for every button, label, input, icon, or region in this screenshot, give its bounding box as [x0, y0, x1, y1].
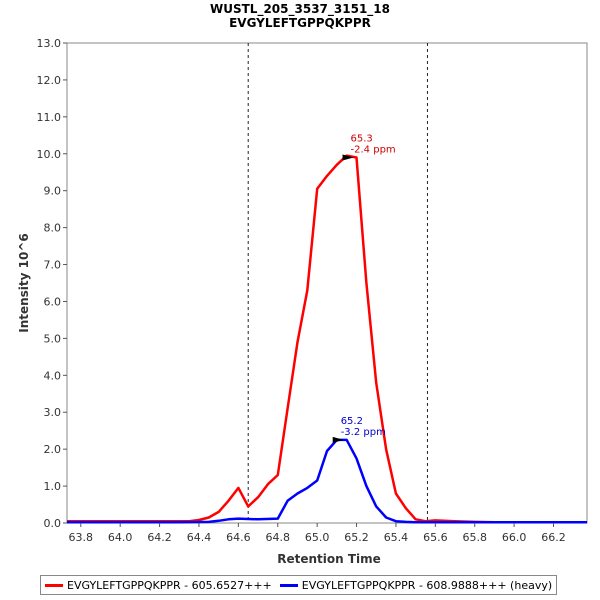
chart-title: WUSTL_205_3537_3151_18: [210, 2, 390, 17]
apex-marker: [342, 154, 354, 161]
y-tick-label: 7.0: [44, 259, 62, 272]
x-tick-label: 65.0: [305, 531, 330, 544]
y-tick-label: 13.0: [37, 37, 62, 50]
legend-swatch-light: [45, 583, 63, 587]
y-tick-label: 12.0: [37, 74, 62, 87]
apex-retention-time: 65.3: [351, 133, 373, 144]
series-layer: [67, 154, 587, 524]
plot-frame: [66, 42, 588, 524]
x-axis-title: Retention Time: [277, 552, 381, 566]
series-line-light: [67, 154, 587, 524]
annotation-layer: 65.3-2.4 ppm 65.2-3.2 ppm: [332, 133, 396, 443]
x-axis: 63.8 64.0 64.2 64.4 64.6 64.8 65.0 65.2 65.4 65.6…: [69, 523, 566, 544]
chromatogram-chart: WUSTL_205_3537_3151_18 EVGYLEFTGPPQKPPR …: [17, 2, 588, 566]
legend-label-heavy: EVGYLEFTGPPQKPPR - 608.9888+++ (heavy): [301, 578, 553, 592]
peak-boundaries: [247, 43, 428, 523]
y-tick-label: 4.0: [44, 369, 62, 382]
x-tick-label: 64.0: [108, 531, 133, 544]
y-axis: 0.0 1.0 2.0 3.0 4.0 5.0 6.0 7.0 8.0 9.0 10.0 11.0 12…: [37, 37, 67, 530]
x-tick-label: 64.4: [187, 531, 212, 544]
series-line-heavy: [67, 438, 587, 524]
x-tick-label: 63.8: [69, 531, 94, 544]
apex-retention-time: 65.2: [341, 416, 363, 427]
apex-marker: [332, 436, 344, 443]
y-tick-label: 3.0: [44, 406, 62, 419]
x-tick-label: 64.8: [266, 531, 291, 544]
legend: EVGYLEFTGPPQKPPR - 605.6527+++ EVGYLEFTG…: [40, 575, 557, 595]
x-tick-label: 65.6: [423, 531, 448, 544]
x-tick-label: 65.2: [344, 531, 369, 544]
legend-swatch-heavy: [279, 583, 298, 587]
y-tick-label: 1.0: [44, 480, 62, 493]
x-tick-label: 64.6: [226, 531, 251, 544]
y-tick-label: 2.0: [44, 443, 62, 456]
x-tick-label: 65.8: [462, 531, 487, 544]
legend-label-light: EVGYLEFTGPPQKPPR - 605.6527+++: [67, 578, 272, 592]
x-tick-label: 64.2: [147, 531, 172, 544]
legend-item-heavy: EVGYLEFTGPPQKPPR - 608.9888+++ (heavy): [279, 578, 553, 592]
y-axis-title: Intensity 10^6: [17, 233, 31, 333]
y-tick-label: 9.0: [44, 185, 62, 198]
y-tick-label: 6.0: [44, 295, 62, 308]
x-tick-label: 65.4: [384, 531, 409, 544]
apex-mass-error: -2.4 ppm: [351, 144, 396, 155]
y-tick-label: 8.0: [44, 222, 62, 235]
legend-item-light: EVGYLEFTGPPQKPPR - 605.6527+++: [45, 579, 272, 592]
chart-subtitle: EVGYLEFTGPPQKPPR: [229, 16, 371, 30]
y-tick-label: 0.0: [44, 517, 62, 530]
y-tick-label: 11.0: [37, 111, 62, 124]
x-tick-label: 66.0: [502, 531, 527, 544]
x-tick-label: 66.2: [541, 531, 566, 544]
y-tick-label: 5.0: [44, 332, 62, 345]
y-tick-label: 10.0: [37, 148, 62, 161]
apex-mass-error: -3.2 ppm: [341, 427, 386, 438]
